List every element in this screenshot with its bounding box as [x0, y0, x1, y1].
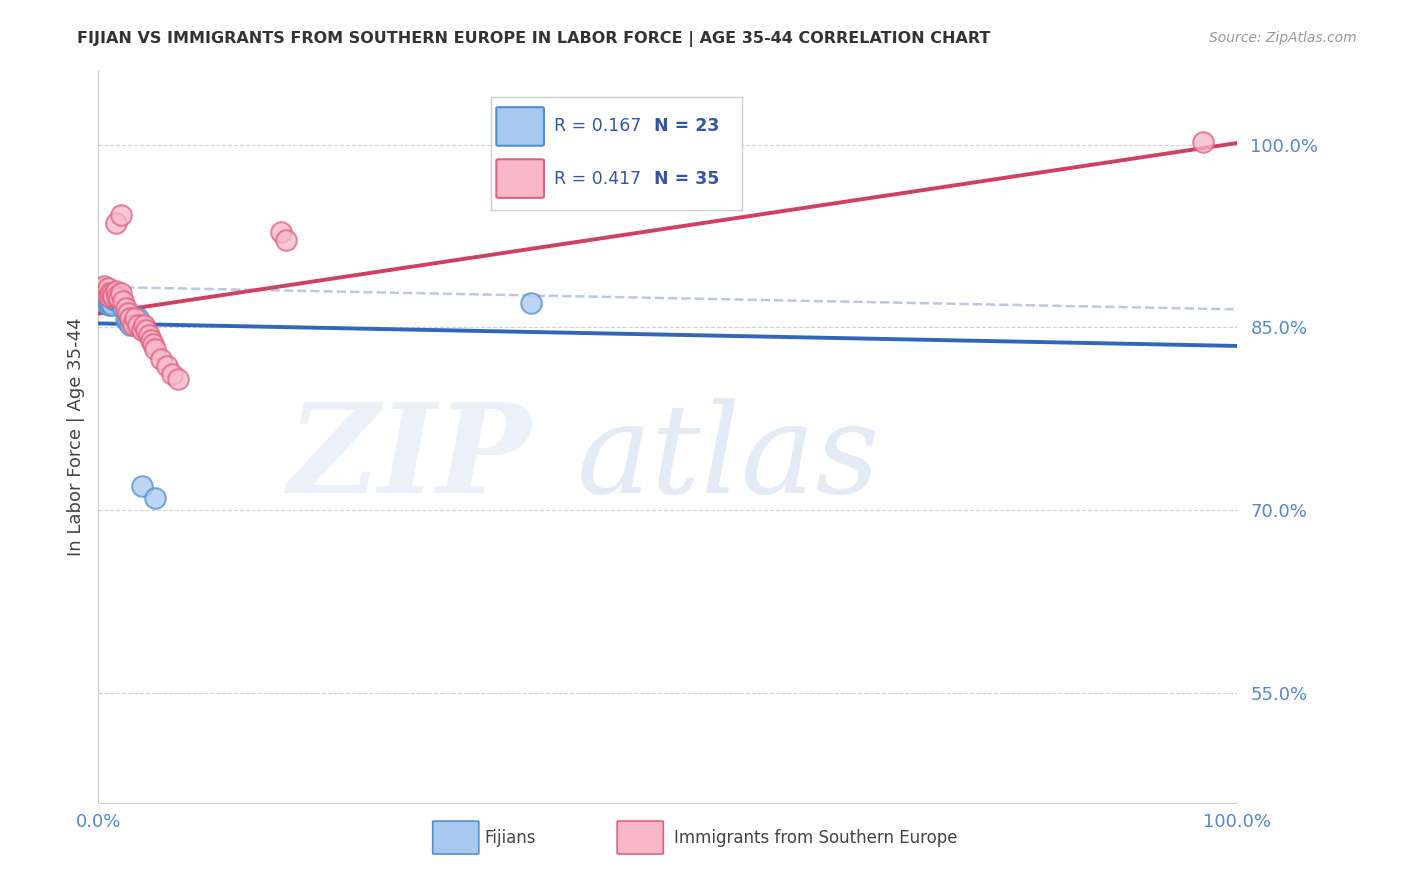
Point — [90, 288, 112, 302]
Text: FIJIAN VS IMMIGRANTS FROM SOUTHERN EUROPE IN LABOR FORCE | AGE 35-44 CORRELATION: FIJIAN VS IMMIGRANTS FROM SOUTHERN EUROP… — [77, 31, 991, 47]
Text: Source: ZipAtlas.com: Source: ZipAtlas.com — [1209, 31, 1357, 45]
Point — [108, 291, 131, 305]
Point — [139, 333, 162, 347]
Point — [114, 313, 136, 327]
Point — [120, 310, 142, 325]
Point — [131, 479, 153, 493]
Point — [96, 286, 118, 301]
Point — [124, 318, 146, 332]
Point — [103, 293, 125, 307]
Text: ZIP: ZIP — [287, 398, 531, 520]
Point — [135, 323, 157, 337]
Point — [110, 208, 132, 222]
Point — [145, 343, 167, 357]
Point — [97, 288, 120, 302]
Point — [101, 298, 124, 312]
Point — [98, 286, 121, 301]
Point — [98, 296, 121, 310]
Point — [162, 367, 184, 381]
Point — [96, 293, 118, 308]
Point — [142, 337, 165, 351]
Point — [104, 215, 127, 229]
Point — [93, 291, 115, 305]
Point — [108, 288, 131, 302]
Point — [96, 281, 118, 295]
Point — [117, 306, 139, 320]
Point — [112, 301, 135, 315]
Point — [1192, 135, 1215, 149]
Point — [270, 225, 292, 239]
Point — [276, 233, 298, 247]
Point — [132, 318, 155, 332]
Point — [105, 293, 128, 308]
Point — [104, 284, 127, 298]
Point — [110, 296, 132, 310]
Point — [156, 359, 179, 374]
Point — [124, 310, 146, 325]
Y-axis label: In Labor Force | Age 35-44: In Labor Force | Age 35-44 — [66, 318, 84, 557]
Point — [112, 293, 135, 308]
Point — [121, 314, 143, 328]
Point — [105, 288, 128, 302]
Point — [103, 288, 125, 302]
Point — [127, 318, 149, 332]
Point — [520, 296, 543, 310]
Point — [114, 301, 136, 315]
Point — [150, 352, 173, 367]
Point — [167, 371, 190, 385]
Point — [96, 296, 118, 310]
Point — [103, 288, 125, 302]
Point — [138, 327, 160, 342]
Point — [132, 320, 155, 334]
Point — [90, 281, 112, 295]
Point — [110, 286, 132, 301]
Point — [127, 310, 149, 325]
Point — [131, 323, 153, 337]
Point — [145, 491, 167, 505]
Point — [120, 318, 142, 332]
Text: atlas: atlas — [576, 398, 880, 520]
Point — [97, 298, 120, 312]
Point — [117, 314, 139, 328]
Point — [121, 318, 143, 332]
Point — [101, 286, 124, 301]
Point — [93, 279, 115, 293]
